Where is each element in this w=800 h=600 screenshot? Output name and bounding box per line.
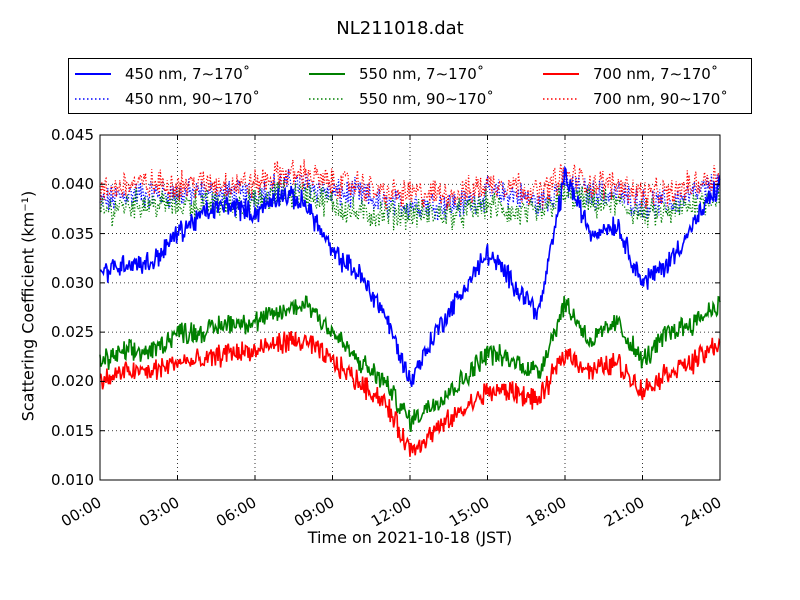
y-tick-label: 0.045	[51, 126, 94, 144]
legend: 450 nm, 7∼170˚ 450 nm, 90∼170˚ 550 nm, 7…	[68, 58, 752, 114]
legend-label: 700 nm, 90∼170˚	[593, 90, 728, 108]
series-line-008000-solid	[99, 295, 721, 433]
chart-title: NL211018.dat	[336, 18, 464, 39]
series-line-ff0000-dotted	[99, 159, 720, 211]
y-tick-label: 0.025	[51, 323, 94, 342]
legend-label: 550 nm, 7∼170˚	[359, 65, 485, 83]
x-axis-label: Time on 2021-10-18 (JST)	[307, 528, 513, 547]
y-tick-label: 0.030	[51, 273, 94, 292]
y-tick-label: 0.015	[51, 421, 94, 440]
y-tick-label: 0.010	[51, 471, 94, 489]
legend-label: 550 nm, 90∼170˚	[359, 90, 494, 108]
series-layer	[99, 159, 721, 457]
y-tick-label: 0.040	[51, 175, 94, 194]
plot-frame	[99, 134, 721, 481]
y-tick-label: 0.035	[51, 224, 94, 243]
y-tick-label: 0.020	[51, 372, 94, 391]
series-line-0000ff-solid	[99, 165, 721, 387]
legend-label: 700 nm, 7∼170˚	[593, 65, 719, 83]
legend-label: 450 nm, 90∼170˚	[125, 90, 260, 108]
y-axis-label: Scattering Coefficient (km⁻¹)	[18, 190, 38, 422]
series-line-0000ff-dotted	[99, 168, 721, 221]
legend-label: 450 nm, 7∼170˚	[125, 65, 251, 83]
series-line-ff0000-solid	[99, 331, 721, 457]
